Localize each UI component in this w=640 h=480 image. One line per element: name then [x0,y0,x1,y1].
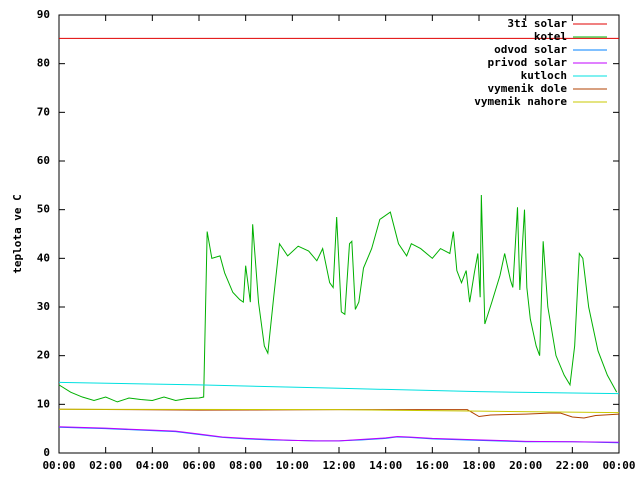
x-tick-label: 10:00 [276,459,309,472]
legend-label: kutloch [521,69,567,82]
x-tick-label: 12:00 [322,459,355,472]
series-line [58,408,620,414]
x-tick-label: 04:00 [136,459,169,472]
x-tick-label: 00:00 [602,459,635,472]
legend-label: 3ti solar [507,17,567,30]
y-tick-label: 90 [37,8,50,21]
legend-label: privod solar [488,56,568,69]
x-tick-label: 16:00 [416,459,449,472]
legend-label: vymenik dole [488,82,568,95]
y-tick-label: 10 [37,397,50,410]
x-tick-label: 00:00 [42,459,75,472]
x-tick-label: 20:00 [509,459,542,472]
y-tick-label: 40 [37,251,50,264]
y-tick-label: 0 [43,446,50,459]
x-tick-label: 06:00 [182,459,215,472]
x-tick-label: 18:00 [462,459,495,472]
y-tick-label: 30 [37,300,50,313]
x-tick-label: 14:00 [369,459,402,472]
y-tick-label: 80 [37,57,50,70]
x-tick-label: 08:00 [229,459,262,472]
series-line [58,408,620,419]
x-tick-label: 02:00 [89,459,122,472]
x-tick-label: 22:00 [556,459,589,472]
y-tick-label: 20 [37,349,50,362]
series-line [58,195,618,403]
y-tick-label: 50 [37,203,50,216]
y-tick-label: 60 [37,154,50,167]
legend-label: vymenik nahore [474,95,567,108]
y-axis-label: teplota ve C [11,194,24,273]
y-tick-label: 70 [37,105,50,118]
legend-label: kotel [534,30,567,43]
legend-label: odvod solar [494,43,567,56]
series-line [58,426,620,443]
series-line [58,381,620,395]
